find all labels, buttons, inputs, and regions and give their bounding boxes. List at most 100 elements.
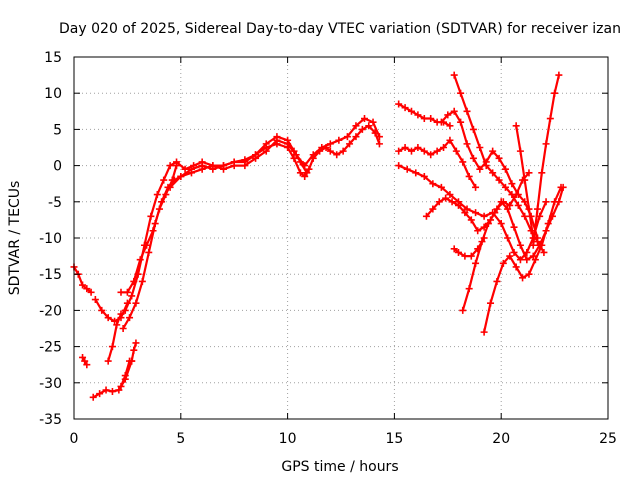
data-point (87, 288, 95, 296)
data-point (459, 306, 467, 314)
data-point (457, 118, 465, 126)
data-point (132, 339, 140, 347)
data-point (130, 346, 138, 354)
data-point (296, 158, 304, 166)
data-point (442, 194, 450, 202)
data-point (119, 325, 127, 332)
x-tick-label: 5 (176, 431, 185, 447)
data-point (395, 147, 403, 155)
data-point (437, 183, 445, 191)
series-arc-j (121, 115, 383, 314)
data-point (476, 144, 484, 151)
data-point (181, 165, 189, 173)
data-point (151, 220, 159, 228)
y-tick-label: -5 (48, 195, 62, 211)
data-point (414, 111, 422, 119)
data-point (220, 162, 228, 170)
data-point (501, 165, 509, 173)
data-point (504, 234, 512, 242)
series-trace (397, 164, 548, 261)
series-trace (124, 117, 381, 312)
data-point (333, 151, 341, 159)
x-tick-label: 15 (385, 431, 403, 447)
x-tick-label: 20 (492, 431, 510, 447)
data-point (375, 140, 383, 148)
x-tick-label: 10 (279, 431, 297, 447)
data-point (454, 201, 462, 209)
series-arc-c (91, 296, 131, 325)
data-point (534, 205, 542, 213)
data-point (450, 107, 458, 115)
data-point (435, 198, 443, 206)
data-point (525, 205, 533, 213)
x-tick-label: 0 (70, 431, 79, 447)
data-point (352, 122, 360, 130)
data-point (318, 144, 326, 151)
data-point (126, 314, 134, 322)
y-tick-label: 5 (53, 122, 62, 138)
data-point (523, 256, 531, 264)
y-tick-label: 10 (44, 86, 62, 102)
series-trace (397, 139, 477, 189)
data-point (519, 274, 527, 282)
data-point (506, 201, 514, 209)
data-point (444, 111, 452, 119)
data-point (123, 288, 131, 296)
data-point (454, 248, 462, 256)
data-point (104, 357, 112, 365)
data-point (469, 154, 477, 162)
data-point (117, 288, 125, 296)
data-point (463, 140, 471, 148)
data-point (480, 328, 488, 336)
data-point (557, 183, 565, 191)
data-point (459, 158, 467, 166)
data-point (407, 147, 415, 155)
data-point (339, 147, 347, 155)
data-point (375, 133, 383, 141)
data-point (89, 393, 97, 401)
data-point (544, 220, 552, 228)
data-point (128, 357, 136, 365)
data-series (70, 71, 567, 401)
data-point (98, 306, 106, 314)
data-point (429, 205, 437, 213)
data-point (516, 147, 524, 155)
chart-title: Day 020 of 2025, Sidereal Day-to-day VTE… (59, 21, 621, 37)
data-point (476, 165, 484, 173)
data-point (273, 133, 281, 141)
data-point (91, 296, 99, 304)
series-arc-q (450, 71, 548, 256)
data-point (117, 310, 125, 318)
data-point (301, 172, 309, 180)
data-point (529, 252, 537, 260)
data-point (241, 156, 249, 164)
data-point (472, 209, 480, 217)
data-point (529, 241, 537, 249)
data-point (514, 191, 522, 199)
data-point (542, 140, 550, 148)
data-point (104, 314, 112, 322)
y-tick-label: 0 (53, 159, 62, 175)
grid (74, 57, 608, 419)
data-point (472, 259, 480, 267)
y-tick-label: -20 (39, 303, 62, 319)
series-arc-e (104, 310, 125, 365)
data-point (369, 118, 377, 126)
data-point (173, 158, 181, 166)
data-point (177, 172, 185, 180)
data-point (440, 144, 448, 151)
x-tick-label: 25 (599, 431, 617, 447)
x-axis-title: GPS time / hours (281, 459, 398, 475)
data-point (111, 317, 119, 325)
data-point (495, 176, 503, 184)
data-point (187, 165, 195, 173)
data-point (284, 136, 292, 144)
series-arc-o (422, 169, 533, 235)
data-point (108, 343, 116, 351)
series-arc-g (128, 339, 140, 365)
data-point (365, 122, 373, 130)
series-arc-t (480, 183, 565, 336)
data-point (446, 136, 454, 144)
data-point (525, 270, 533, 278)
